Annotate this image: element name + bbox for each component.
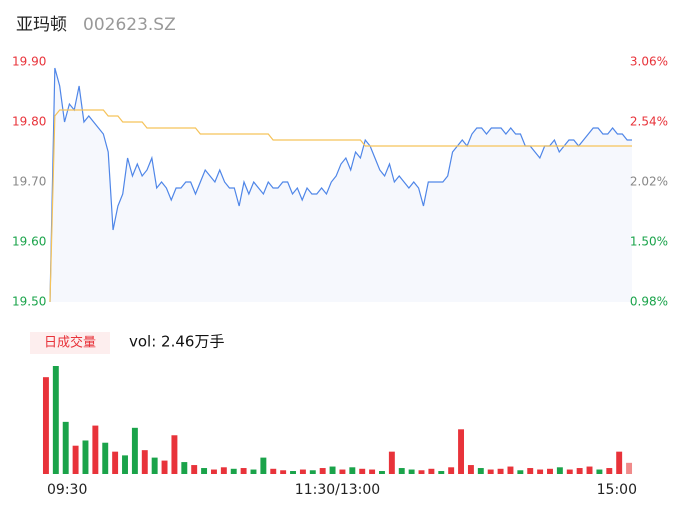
volume-bar xyxy=(210,469,217,474)
volume-bar xyxy=(250,469,257,474)
y2-tick-label: 1.50% xyxy=(630,235,668,249)
volume-bar xyxy=(240,468,247,474)
volume-bar xyxy=(487,469,494,474)
volume-bar xyxy=(547,468,553,474)
volume-bar xyxy=(181,462,188,474)
volume-bar xyxy=(388,451,395,474)
volume-bar xyxy=(329,466,336,474)
volume-bar xyxy=(359,468,366,474)
volume-total: vol: 2.46万手 xyxy=(129,333,224,351)
x-tick-label: 15:00 xyxy=(597,482,637,498)
volume-bar xyxy=(398,468,405,474)
volume-bar xyxy=(408,469,415,474)
x-tick-label: 11:30/13:00 xyxy=(295,482,380,498)
volume-bar xyxy=(527,468,534,474)
volume-bar xyxy=(82,440,89,474)
volume-bar xyxy=(369,469,376,474)
volume-bar xyxy=(161,460,168,474)
y2-tick-label: 2.54% xyxy=(630,115,668,129)
volume-bar xyxy=(112,451,119,474)
volume-bar xyxy=(458,429,465,474)
volume-bar xyxy=(151,457,158,474)
volume-bar xyxy=(319,468,326,474)
volume-bar xyxy=(270,468,277,474)
volume-bar xyxy=(606,468,613,474)
average-line xyxy=(49,109,632,303)
volume-bar xyxy=(349,467,356,474)
volume-bar xyxy=(507,466,514,474)
volume-bar xyxy=(566,469,573,474)
volume-bar xyxy=(596,469,603,474)
y-tick-label: 19.90 xyxy=(12,55,46,69)
volume-bar xyxy=(220,467,227,474)
volume-bar xyxy=(260,457,267,474)
volume-bar xyxy=(191,465,198,474)
y-tick-label: 19.70 xyxy=(12,175,46,189)
x-tick-label: 09:30 xyxy=(47,482,87,498)
volume-bar xyxy=(339,469,346,474)
volume-label: 日成交量 xyxy=(44,335,96,351)
volume-bar xyxy=(72,445,79,474)
y-tick-label: 19.60 xyxy=(12,235,46,249)
volume-bar xyxy=(290,471,296,474)
volume-bar xyxy=(467,465,474,474)
volume-bar xyxy=(556,467,563,474)
stock-code: 002623.SZ xyxy=(83,15,176,35)
volume-bar xyxy=(122,455,128,474)
volume-bar xyxy=(230,468,237,474)
volume-bar xyxy=(280,470,287,474)
volume-bar xyxy=(102,442,109,474)
volume-bar xyxy=(626,462,633,474)
volume-bar xyxy=(131,427,138,474)
volume-bar xyxy=(418,470,425,474)
volume-bar xyxy=(428,468,435,474)
volume-bar xyxy=(201,468,208,474)
volume-bar xyxy=(42,377,49,474)
volume-bar xyxy=(616,451,623,474)
volume-bar xyxy=(537,469,544,474)
volume-bar xyxy=(586,466,593,474)
price-area xyxy=(50,68,632,302)
stock-name: 亚玛顿 xyxy=(16,15,67,35)
volume-bar xyxy=(52,366,59,474)
volume-bar xyxy=(141,450,148,474)
y-tick-label: 19.50 xyxy=(12,295,46,309)
price-line xyxy=(49,67,632,303)
y2-tick-label: 2.02% xyxy=(630,175,668,189)
volume-bar xyxy=(299,469,306,474)
y-tick-label: 19.80 xyxy=(12,115,46,129)
y2-tick-label: 0.98% xyxy=(630,295,668,309)
volume-bar xyxy=(309,470,316,474)
volume-bar xyxy=(576,468,583,474)
volume-bar xyxy=(62,421,69,474)
volume-bar xyxy=(438,471,445,474)
volume-bar xyxy=(379,471,385,474)
volume-bar xyxy=(517,470,524,474)
volume-bar xyxy=(171,435,178,474)
volume-bar xyxy=(448,467,455,474)
y2-tick-label: 3.06% xyxy=(630,55,668,69)
volume-bar xyxy=(497,468,504,474)
volume-label-bg xyxy=(30,332,110,354)
volume-bar xyxy=(477,468,484,474)
volume-bar xyxy=(92,425,99,474)
